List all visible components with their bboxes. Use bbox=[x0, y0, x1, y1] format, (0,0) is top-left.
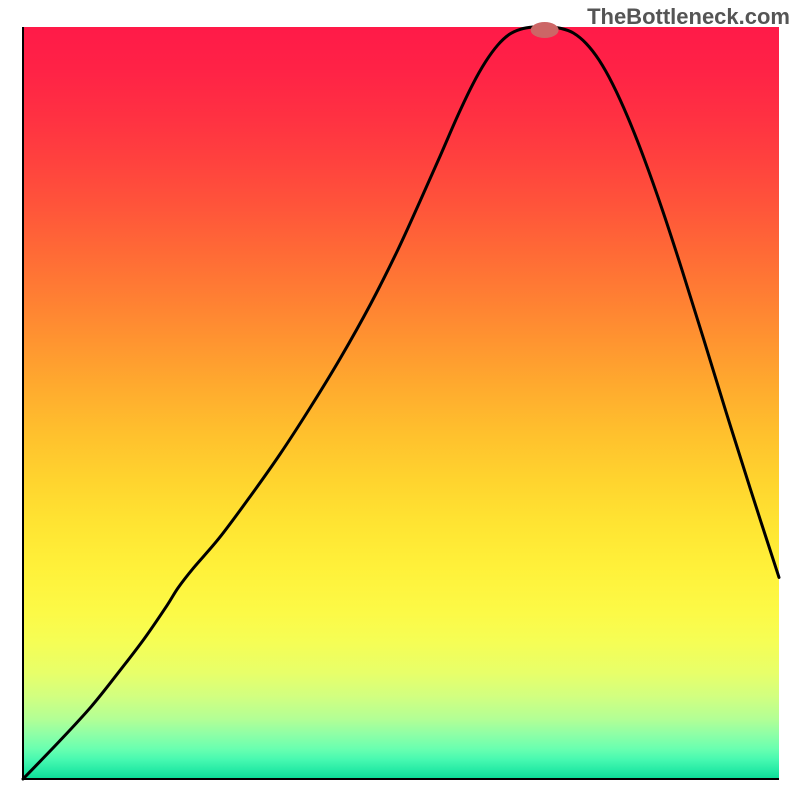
chart-container: TheBottleneck.com bbox=[0, 0, 800, 800]
chart-background bbox=[23, 27, 779, 779]
bottleneck-chart bbox=[0, 0, 800, 800]
bottleneck-marker bbox=[531, 22, 559, 38]
watermark-label: TheBottleneck.com bbox=[587, 4, 790, 30]
